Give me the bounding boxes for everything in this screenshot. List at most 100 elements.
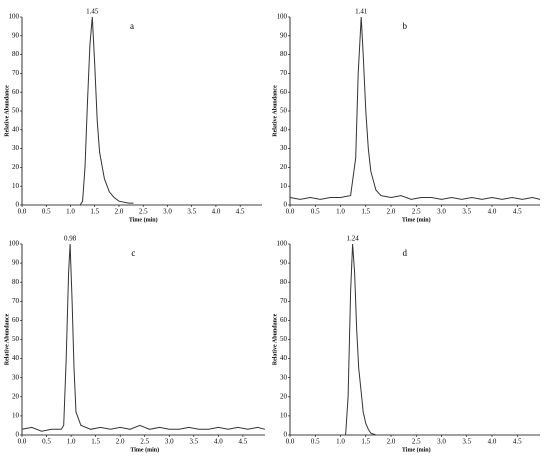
y-tick-label: 20 (280, 163, 288, 171)
y-tick-label: 30 (280, 373, 288, 381)
y-tick-label: 40 (280, 125, 288, 133)
x-tick-label: 4.5 (513, 208, 522, 216)
x-tick-label: 1.5 (361, 438, 370, 446)
trace (345, 243, 377, 436)
x-axis-label: Time (min) (130, 446, 159, 453)
peak-label: 1.45 (86, 8, 99, 16)
x-tick-label: 3.5 (187, 208, 196, 216)
x-tick-label: 3.5 (189, 438, 198, 446)
x-tick-label: 0.0 (18, 438, 27, 446)
panel: 0 10 20 30 40 50 60 70 80 90 100 0.0 0.5 1.0 1.5 2.0 2.5… (4, 8, 262, 223)
x-tick-label: 4.0 (214, 438, 223, 446)
x-tick-label: 2.5 (412, 208, 421, 216)
x-tick-label: 2.5 (139, 208, 148, 216)
y-tick-label: 0 (16, 201, 20, 209)
y-tick-label: 100 (277, 13, 288, 21)
x-tick-label: 3.0 (437, 438, 446, 446)
y-axis-label: Relative Abundance (272, 85, 278, 137)
y-tick-label: 20 (12, 392, 20, 400)
x-tick-label: 0.5 (42, 208, 51, 216)
x-axis-label: Time (min) (402, 446, 431, 453)
y-tick-label: 30 (12, 373, 20, 381)
x-tick-label: 4.0 (488, 438, 497, 446)
y-tick-label: 10 (280, 182, 288, 190)
panel: 0 10 20 30 40 50 60 70 80 90 100 0.0 0.5 1.0 1.5 2.0 2.5… (4, 235, 266, 453)
x-tick-label: 0.0 (286, 438, 295, 446)
y-tick-label: 50 (280, 335, 288, 343)
y-axis-label: Relative Abundance (4, 85, 10, 137)
y-tick-label: 50 (12, 107, 20, 115)
y-tick-label: 60 (280, 316, 288, 324)
y-tick-label: 90 (280, 259, 288, 267)
y-tick-label: 80 (12, 278, 20, 286)
y-tick-label: 90 (280, 31, 288, 39)
y-axis-label: Relative Abundance (4, 313, 10, 365)
y-tick-label: 40 (12, 125, 20, 133)
y-tick-label: 100 (9, 240, 20, 248)
x-tick-label: 2.0 (115, 208, 124, 216)
y-tick-label: 20 (12, 163, 20, 171)
x-tick-label: 3.0 (165, 438, 174, 446)
y-tick-label: 80 (12, 50, 20, 58)
x-tick-label: 2.0 (116, 438, 125, 446)
y-tick-label: 90 (12, 31, 20, 39)
y-tick-label: 90 (12, 259, 20, 267)
y-axis-label: Relative Abundance (272, 313, 278, 365)
y-tick-label: 70 (12, 69, 20, 77)
x-tick-label: 0.0 (286, 208, 295, 216)
x-tick-label: 1.0 (66, 208, 75, 216)
y-tick-label: 60 (12, 316, 20, 324)
x-axis-label: Time (min) (402, 216, 431, 223)
y-tick-label: 70 (12, 297, 20, 305)
y-tick-label: 30 (12, 144, 20, 152)
x-tick-label: 2.0 (387, 208, 396, 216)
y-tick-label: 0 (284, 431, 288, 439)
x-tick-label: 3.0 (163, 208, 172, 216)
x-tick-label: 2.5 (412, 438, 421, 446)
y-tick-label: 40 (280, 354, 288, 362)
trace (79, 16, 134, 206)
x-axis-label: Time (min) (129, 216, 158, 223)
trace (21, 243, 266, 432)
x-tick-label: 1.5 (361, 208, 370, 216)
x-tick-label: 1.0 (336, 208, 345, 216)
x-tick-label: 1.5 (91, 438, 100, 446)
x-tick-label: 4.5 (239, 438, 248, 446)
x-tick-label: 2.5 (140, 438, 149, 446)
x-tick-label: 3.5 (462, 438, 471, 446)
peak-label: 1.41 (355, 8, 368, 16)
panel: 0 10 20 30 40 50 60 70 80 90 100 0.0 0.5 1.0 1.5 2.0 2.5… (272, 8, 541, 223)
x-tick-label: 0.5 (42, 438, 51, 446)
trace (289, 16, 541, 200)
y-tick-label: 0 (16, 431, 20, 439)
panel-letter: b (403, 21, 408, 31)
x-tick-label: 0.5 (311, 208, 320, 216)
y-tick-label: 10 (12, 182, 20, 190)
x-tick-label: 2.0 (387, 438, 396, 446)
x-tick-label: 4.5 (513, 438, 522, 446)
x-tick-label: 1.0 (67, 438, 76, 446)
y-tick-label: 40 (12, 354, 20, 362)
x-tick-label: 4.0 (488, 208, 497, 216)
x-tick-label: 4.5 (236, 208, 245, 216)
y-tick-label: 20 (280, 392, 288, 400)
y-tick-label: 100 (9, 13, 20, 21)
x-tick-label: 1.5 (90, 208, 99, 216)
panel-letter: d (403, 248, 408, 258)
x-tick-label: 4.0 (212, 208, 221, 216)
x-tick-label: 0.0 (18, 208, 27, 216)
x-tick-label: 3.5 (462, 208, 471, 216)
y-tick-label: 80 (280, 50, 288, 58)
y-tick-label: 60 (12, 88, 20, 96)
y-tick-label: 0 (284, 201, 288, 209)
peak-label: 1.24 (347, 235, 360, 243)
y-tick-label: 50 (12, 335, 20, 343)
y-tick-label: 80 (280, 278, 288, 286)
y-tick-label: 70 (280, 69, 288, 77)
y-tick-label: 100 (277, 240, 288, 248)
y-tick-label: 10 (12, 412, 20, 420)
panel-letter: c (131, 248, 135, 258)
panel: 0 10 20 30 40 50 60 70 80 90 100 0.0 0.5 1.0 1.5 2.0 2.5… (272, 235, 540, 453)
x-tick-label: 3.0 (437, 208, 446, 216)
